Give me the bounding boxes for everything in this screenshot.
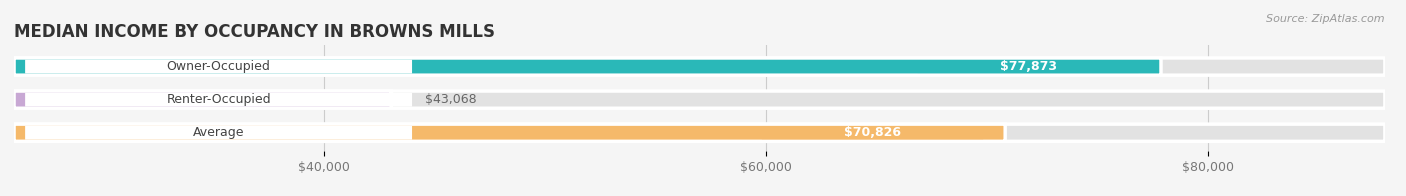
FancyBboxPatch shape: [14, 91, 391, 108]
FancyBboxPatch shape: [918, 60, 1139, 73]
FancyBboxPatch shape: [14, 58, 1161, 75]
Text: $43,068: $43,068: [425, 93, 477, 106]
Text: $77,873: $77,873: [1000, 60, 1057, 73]
Text: Owner-Occupied: Owner-Occupied: [167, 60, 270, 73]
Text: Source: ZipAtlas.com: Source: ZipAtlas.com: [1267, 14, 1385, 24]
FancyBboxPatch shape: [25, 60, 412, 74]
Text: MEDIAN INCOME BY OCCUPANCY IN BROWNS MILLS: MEDIAN INCOME BY OCCUPANCY IN BROWNS MIL…: [14, 23, 495, 41]
FancyBboxPatch shape: [14, 58, 1385, 75]
Text: $70,826: $70,826: [844, 126, 901, 139]
FancyBboxPatch shape: [25, 93, 412, 107]
Text: Average: Average: [193, 126, 245, 139]
FancyBboxPatch shape: [14, 91, 1385, 108]
FancyBboxPatch shape: [14, 124, 1005, 141]
FancyBboxPatch shape: [14, 124, 1385, 141]
FancyBboxPatch shape: [762, 126, 983, 139]
FancyBboxPatch shape: [25, 126, 412, 140]
Text: Renter-Occupied: Renter-Occupied: [166, 93, 271, 106]
